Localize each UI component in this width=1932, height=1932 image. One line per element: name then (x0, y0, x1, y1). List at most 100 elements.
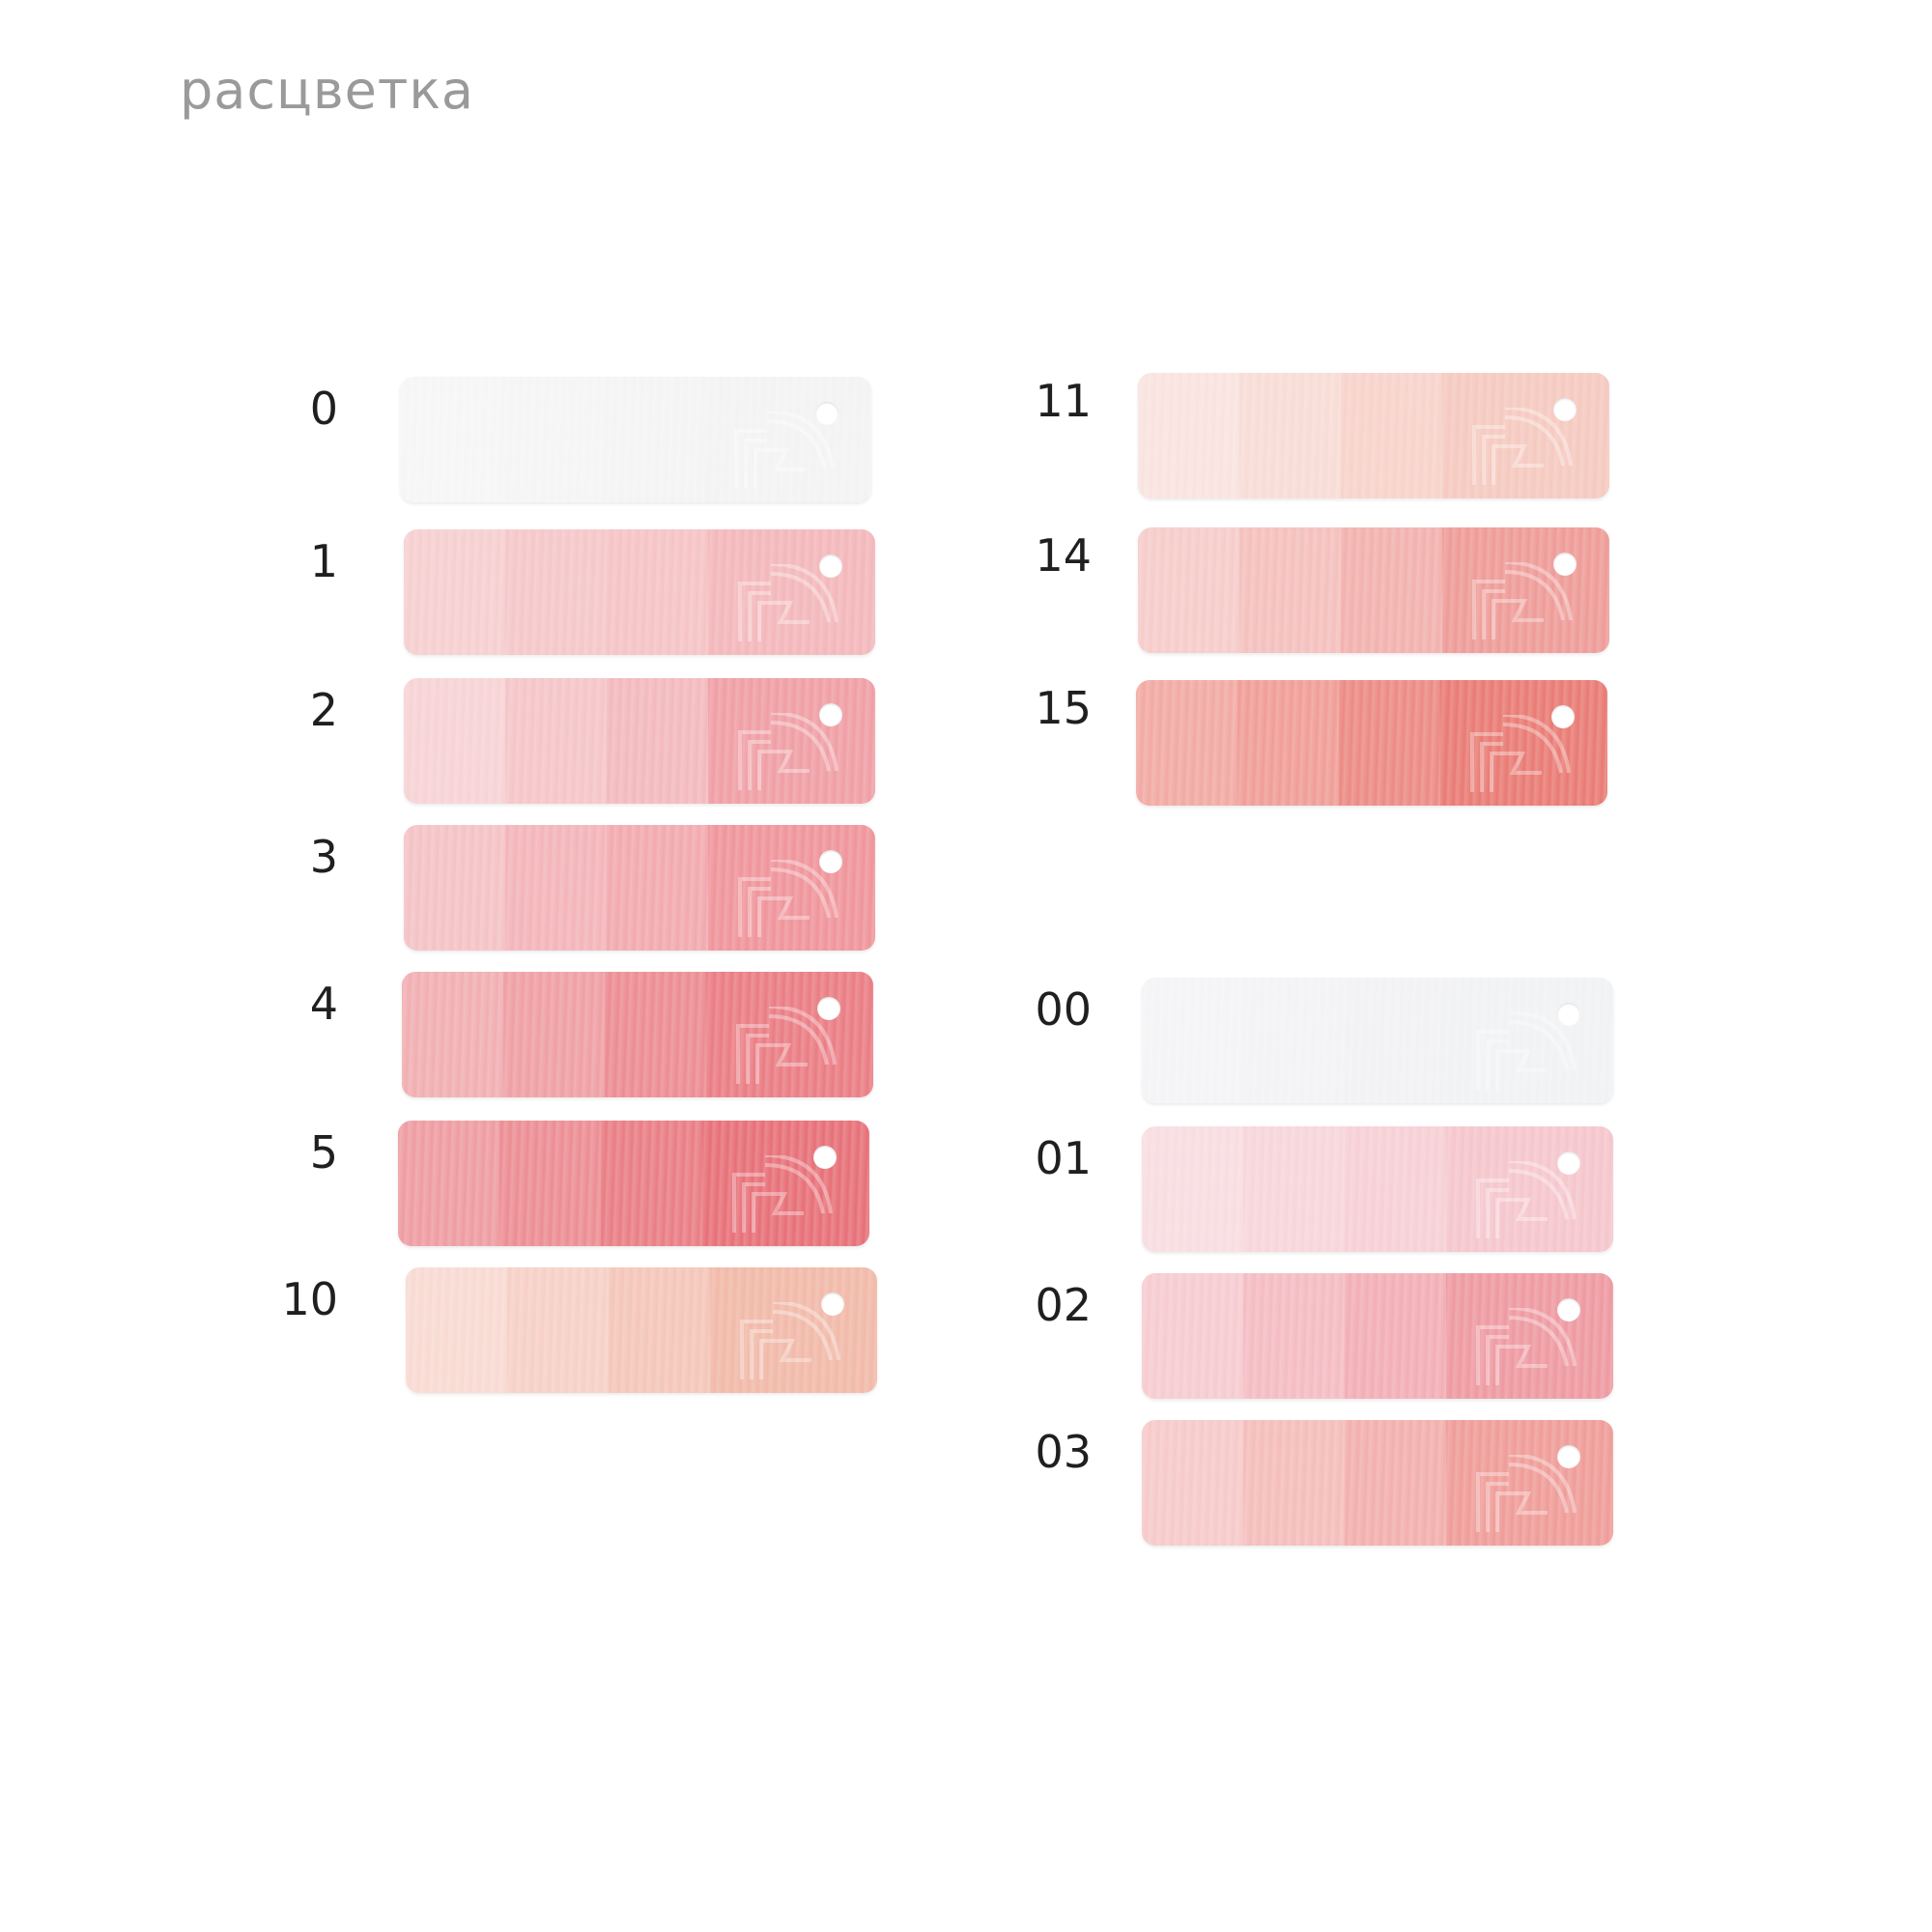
swatch-segment (1138, 373, 1241, 498)
swatch-segment (1339, 680, 1442, 806)
hanging-hole (815, 402, 838, 425)
swatch-segment (1138, 527, 1241, 653)
swatch-segment (1341, 527, 1444, 653)
swatch-label: 1 (309, 535, 338, 587)
emblem-icon (732, 1155, 833, 1233)
emblem-icon (740, 1302, 840, 1379)
swatch-segment (505, 529, 609, 655)
hanging-hole (819, 850, 842, 873)
emblem-icon (1472, 562, 1573, 639)
swatch-segment (505, 825, 609, 951)
swatch-segment (1142, 1126, 1245, 1252)
swatch-segment (505, 678, 609, 804)
emblem-icon (1476, 1308, 1577, 1385)
swatch-segment (1237, 680, 1341, 806)
swatch-segment (708, 529, 875, 655)
swatch-label: 5 (309, 1126, 338, 1179)
swatch-segment (1345, 1273, 1448, 1399)
color-swatch[interactable] (1142, 1420, 1613, 1546)
swatch-segment (702, 1121, 869, 1246)
swatch-segment (1142, 1420, 1245, 1546)
swatch-label: 11 (1035, 375, 1092, 427)
swatch-segment (1239, 527, 1343, 653)
swatch-segment (1243, 1126, 1347, 1252)
hanging-hole (1553, 553, 1577, 576)
emblem-icon (1476, 1455, 1577, 1532)
swatch-label: 03 (1035, 1426, 1092, 1478)
swatch-label: 3 (309, 831, 338, 883)
swatch-segment (501, 377, 605, 502)
swatch-segment (402, 972, 505, 1097)
swatch-segment (609, 1267, 712, 1393)
swatch-segment (400, 377, 503, 502)
swatch-segment (708, 678, 875, 804)
color-swatch[interactable] (404, 678, 875, 804)
swatch-segment (404, 529, 507, 655)
emblem-icon (1472, 408, 1573, 485)
color-swatch[interactable] (404, 825, 875, 951)
emblem-icon (1470, 715, 1571, 792)
swatch-segment (499, 1121, 603, 1246)
swatch-segment (1243, 1273, 1347, 1399)
color-swatch[interactable] (1142, 1126, 1613, 1252)
swatch-segment (1341, 373, 1444, 498)
swatch-label: 10 (281, 1273, 338, 1325)
color-swatch[interactable] (1138, 373, 1609, 498)
color-swatch[interactable] (398, 1121, 869, 1246)
hanging-hole (817, 997, 840, 1020)
swatch-segment (704, 377, 871, 502)
page-title: расцветка (180, 60, 475, 121)
swatch-label: 15 (1035, 682, 1092, 734)
color-swatch[interactable] (400, 377, 871, 502)
color-swatch[interactable] (402, 972, 873, 1097)
hanging-hole (819, 703, 842, 726)
emblem-icon (736, 1007, 837, 1084)
swatch-segment (1136, 680, 1239, 806)
color-swatch[interactable] (1136, 680, 1607, 806)
swatch-segment (404, 825, 507, 951)
swatch-segment (607, 529, 710, 655)
swatch-segment (1345, 1420, 1448, 1546)
swatch-segment (605, 972, 708, 1097)
swatch-segment (1446, 1126, 1613, 1252)
emblem-icon (738, 713, 838, 790)
emblem-icon (1476, 1012, 1577, 1090)
color-swatch[interactable] (1142, 978, 1613, 1103)
emblem-icon (738, 860, 838, 937)
color-swatch[interactable] (406, 1267, 877, 1393)
hanging-hole (1557, 1445, 1580, 1468)
swatch-label: 02 (1035, 1279, 1092, 1331)
swatch-segment (1243, 978, 1347, 1103)
swatch-label: 01 (1035, 1132, 1092, 1184)
color-swatch[interactable] (1142, 1273, 1613, 1399)
swatch-segment (607, 825, 710, 951)
swatch-segment (1440, 680, 1607, 806)
emblem-icon (1476, 1161, 1577, 1238)
swatch-segment (1446, 978, 1613, 1103)
swatch-segment (1142, 978, 1245, 1103)
hanging-hole (813, 1146, 837, 1169)
swatch-segment (708, 825, 875, 951)
swatch-label: 14 (1035, 529, 1092, 582)
swatch-segment (1442, 373, 1609, 498)
hanging-hole (819, 554, 842, 578)
swatch-segment (1243, 1420, 1347, 1546)
swatch-segment (1442, 527, 1609, 653)
color-swatch[interactable] (404, 529, 875, 655)
swatch-segment (607, 678, 710, 804)
swatch-segment (406, 1267, 509, 1393)
swatch-segment (1239, 373, 1343, 498)
swatch-segment (603, 377, 706, 502)
emblem-icon (734, 412, 835, 489)
swatch-label: 4 (309, 978, 338, 1030)
swatch-segment (1446, 1420, 1613, 1546)
swatch-label: 00 (1035, 983, 1092, 1036)
swatch-segment (1446, 1273, 1613, 1399)
hanging-hole (1557, 1003, 1580, 1026)
swatch-segment (710, 1267, 877, 1393)
swatch-segment (398, 1121, 501, 1246)
hanging-hole (1553, 398, 1577, 421)
swatch-segment (1142, 1273, 1245, 1399)
swatch-label: 0 (309, 383, 338, 435)
color-swatch[interactable] (1138, 527, 1609, 653)
